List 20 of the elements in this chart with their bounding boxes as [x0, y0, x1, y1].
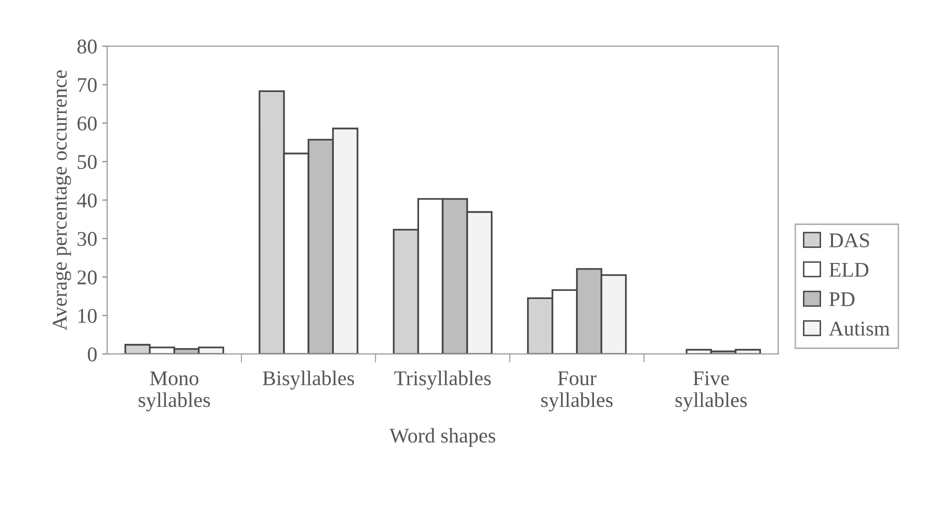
y-tick-label: 40 [77, 193, 97, 208]
legend-label: DAS [829, 233, 870, 248]
y-tick-label: 10 [78, 308, 97, 323]
y-tick-label: 30 [78, 232, 97, 246]
x-tick-label: Four syllables [541, 371, 613, 412]
x-tick-label: Mono syllables [138, 371, 210, 412]
y-tick-label: 50 [78, 154, 97, 170]
x-tick-label: Bisyllables [262, 370, 354, 390]
legend-label: Autism [828, 322, 890, 336]
y-axis-title: Average percentage occurrence [52, 70, 72, 330]
x-tick-label: Five syllables [676, 371, 747, 412]
legend-label: PD [829, 292, 854, 306]
x-tick-label: Trisyllables [394, 370, 491, 390]
legend-label: ELD [829, 262, 868, 277]
y-tick-label: 70 [78, 78, 97, 92]
y-tick-label: 20 [78, 270, 97, 284]
x-axis-title: Word shapes [389, 428, 496, 447]
y-tick-label: 60 [78, 116, 97, 131]
y-tick-label: 0 [88, 347, 97, 362]
y-tick-label: 80 [77, 40, 97, 54]
